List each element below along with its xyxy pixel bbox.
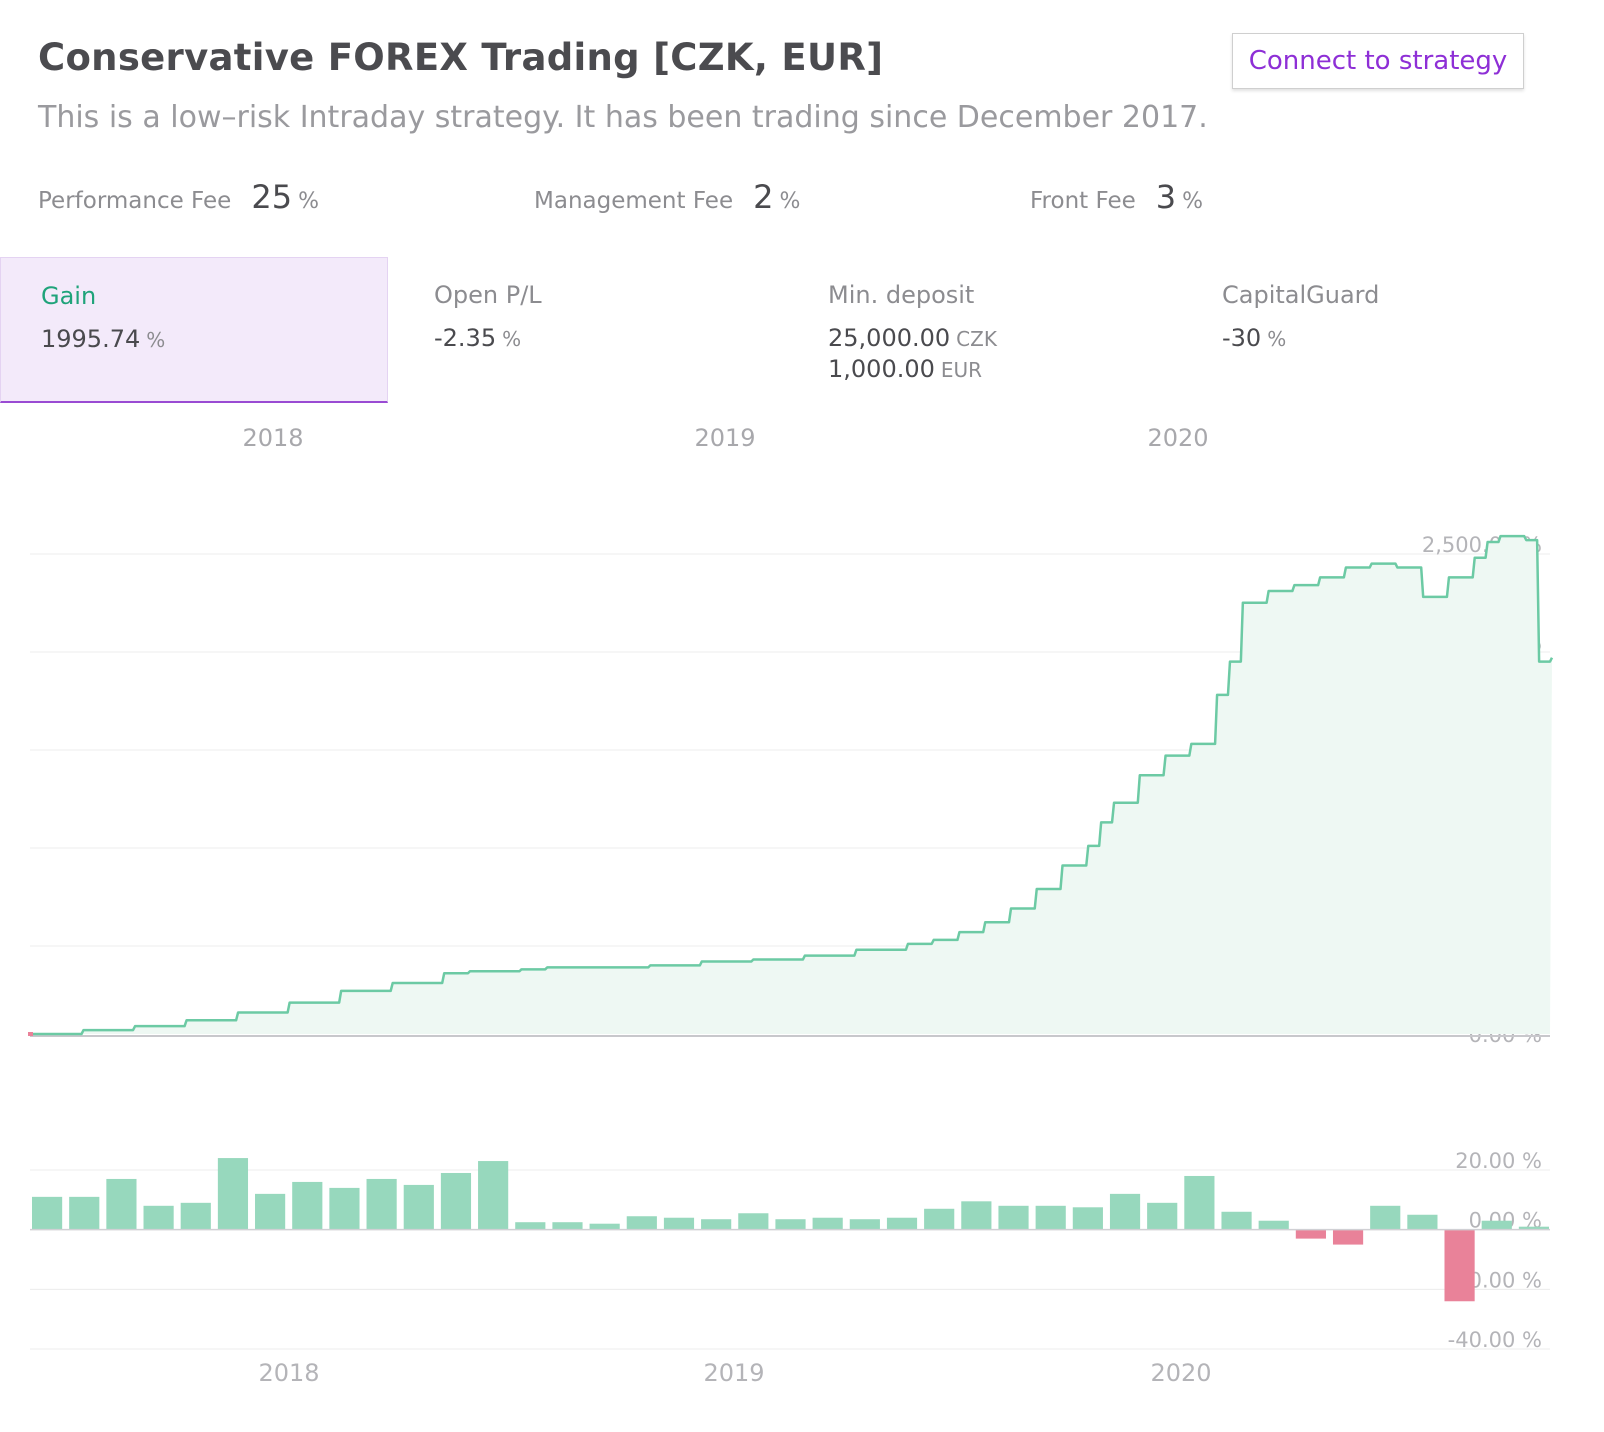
open-pl-unit: %: [502, 327, 522, 351]
tab-min-deposit[interactable]: Min. deposit 25,000.00 CZK 1,000.00 EUR: [788, 257, 1176, 403]
monthly-bar: [1407, 1214, 1438, 1230]
monthly-x-tick-label: 2018: [258, 1359, 319, 1387]
timeline-year-2020[interactable]: 2020: [1147, 424, 1209, 452]
performance-fee: Performance Fee 25 %: [38, 178, 319, 216]
management-fee-unit: %: [779, 189, 801, 214]
monthly-bar: [255, 1193, 286, 1230]
monthly-x-tick-label: 2019: [703, 1359, 764, 1387]
monthly-bar: [292, 1181, 323, 1230]
monthly-bar: [886, 1217, 918, 1230]
monthly-bar: [924, 1208, 955, 1230]
monthly-bar: [1184, 1175, 1215, 1230]
monthly-bar: [1444, 1229, 1475, 1302]
monthly-bar: [961, 1201, 992, 1230]
performance-fee-label: Performance Fee: [38, 188, 232, 214]
monthly-x-tick-label: 2020: [1150, 1359, 1211, 1387]
monthly-y-tick-label: -40.00 %: [1448, 1328, 1542, 1352]
management-fee: Management Fee 2 %: [534, 178, 800, 216]
monthly-bar: [32, 1196, 63, 1230]
monthly-bar: [440, 1172, 472, 1230]
monthly-bar: [366, 1178, 397, 1230]
monthly-bar: [775, 1219, 806, 1230]
monthly-bar: [849, 1219, 880, 1230]
timeline-year-2019[interactable]: 2019: [694, 424, 756, 452]
monthly-bar: [998, 1205, 1029, 1230]
monthly-bar: [69, 1196, 100, 1230]
monthly-bar: [106, 1178, 137, 1230]
monthly-bar: [403, 1184, 434, 1230]
monthly-bar: [1481, 1220, 1512, 1230]
monthly-bar: [1258, 1220, 1289, 1230]
front-fee-label: Front Fee: [1030, 188, 1136, 214]
monthly-bar: [1221, 1211, 1252, 1230]
gain-start-marker: [28, 1032, 33, 1036]
front-fee-value: 3: [1155, 178, 1177, 216]
gain-value: 1995.74: [41, 325, 141, 353]
tab-gain[interactable]: Gain 1995.74%: [0, 257, 388, 403]
monthly-bar: [1035, 1205, 1066, 1230]
connect-to-strategy-button[interactable]: Connect to strategy: [1232, 33, 1524, 89]
monthly-bar: [1370, 1205, 1401, 1230]
monthly-bar: [589, 1223, 620, 1230]
gain-unit: %: [146, 328, 166, 352]
open-pl-value: -2.35: [434, 324, 497, 352]
min-deposit-eur-unit: EUR: [940, 358, 983, 382]
monthly-bar: [552, 1222, 583, 1230]
monthly-bar: [1109, 1193, 1141, 1230]
min-deposit-czk-unit: CZK: [956, 327, 997, 351]
management-fee-value: 2: [753, 178, 774, 216]
min-deposit-eur-value: 1,000.00: [828, 355, 935, 383]
monthly-bar: [515, 1222, 546, 1230]
monthly-bar: [143, 1205, 174, 1230]
capital-guard-value: -30: [1222, 324, 1262, 352]
monthly-bar: [180, 1202, 211, 1230]
management-fee-label: Management Fee: [534, 188, 734, 214]
gain-label: Gain: [41, 282, 97, 310]
gain-series-line: [30, 534, 1554, 1036]
tab-capital-guard[interactable]: CapitalGuard -30%: [1182, 257, 1570, 403]
monthly-bar: [1147, 1202, 1178, 1230]
monthly-bar: [217, 1158, 249, 1230]
performance-fee-value: 25: [251, 178, 293, 216]
monthly-bar: [738, 1213, 769, 1230]
strategy-description: This is a low–risk Intraday strategy. It…: [38, 100, 1208, 135]
min-deposit-label: Min. deposit: [828, 281, 975, 309]
monthly-bar: [1072, 1207, 1103, 1230]
front-fee-unit: %: [1182, 189, 1204, 214]
timeline-year-2018[interactable]: 2018: [242, 424, 304, 452]
monthly-y-tick-label: 20.00 %: [1455, 1149, 1542, 1173]
monthly-bar: [329, 1187, 360, 1230]
capital-guard-label: CapitalGuard: [1222, 281, 1380, 309]
monthly-bar: [1332, 1229, 1364, 1245]
tab-open-pl[interactable]: Open P/L -2.35%: [394, 257, 782, 403]
monthly-bar: [1518, 1226, 1549, 1230]
performance-fee-unit: %: [298, 189, 319, 214]
min-deposit-czk-value: 25,000.00: [828, 324, 951, 352]
monthly-bar: [701, 1219, 732, 1230]
open-pl-label: Open P/L: [434, 281, 542, 309]
capital-guard-unit: %: [1267, 327, 1287, 351]
monthly-bar: [1295, 1229, 1326, 1239]
monthly-bar: [478, 1161, 509, 1230]
monthly-bar: [812, 1217, 843, 1230]
gain-area-fill: [30, 536, 1552, 1034]
page-title: Conservative FOREX Trading [CZK, EUR]: [38, 36, 884, 79]
monthly-bar: [626, 1216, 657, 1230]
front-fee: Front Fee 3 %: [1030, 178, 1203, 216]
monthly-bar: [663, 1217, 695, 1230]
